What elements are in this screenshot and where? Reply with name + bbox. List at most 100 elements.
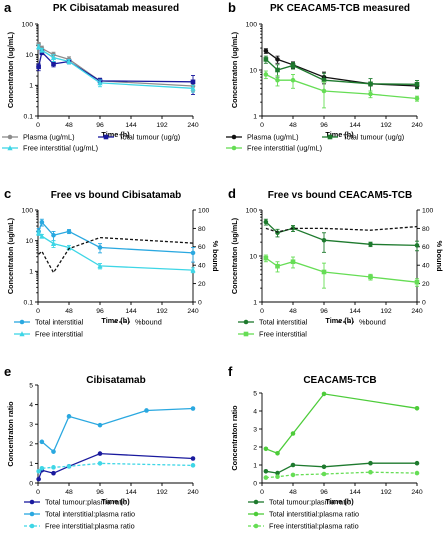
y2-tick-label: 20	[422, 281, 430, 288]
legend-marker	[231, 145, 237, 151]
series-line	[37, 452, 194, 480]
data-point	[321, 471, 327, 477]
legend-item: Free interstitial:plasma ratio	[248, 522, 359, 531]
legend-item: Total interstitial:plasma ratio	[24, 510, 135, 519]
data-point	[321, 77, 327, 83]
legend-label: Free interstitial	[35, 330, 83, 339]
data-point	[275, 67, 280, 73]
data-point	[66, 58, 72, 64]
legend-marker	[327, 134, 333, 140]
legend: Total interstitial Free interstitial %boun…	[238, 318, 386, 339]
data-point	[321, 237, 327, 243]
data-point	[414, 406, 420, 411]
legend-marker	[7, 145, 13, 151]
legend-marker	[19, 331, 25, 337]
x-tick-label: 144	[349, 489, 361, 496]
x-tick-label: 96	[96, 308, 104, 315]
data-point	[263, 469, 269, 474]
legend-label: Total tumour:plasma ratio	[269, 498, 351, 507]
y-tick-label: 10	[25, 238, 33, 245]
panel-c: c Free vs bound Cibisatamab 0 48 96 144 192 240…	[4, 186, 220, 339]
data-point	[36, 43, 42, 50]
series-3	[38, 236, 194, 274]
x-tick-label: 48	[289, 122, 297, 129]
legend-marker	[19, 319, 25, 325]
data-point	[51, 465, 56, 470]
y-tick-label: 0	[253, 480, 257, 487]
series-line	[265, 73, 418, 100]
y2-tick-label: 60	[198, 244, 206, 251]
x-tick-label: 192	[380, 308, 392, 315]
data-point	[368, 91, 373, 97]
x-tick-label: 0	[36, 489, 40, 496]
panel-d: d Free vs bound CEACAM5-TCB 0 48 96 144 192 240…	[228, 186, 443, 339]
legend-label: Free interstitial:plasma ratio	[45, 522, 135, 531]
data-point	[275, 451, 280, 456]
x-tick-label: 96	[96, 122, 104, 129]
y-axis-label: Concentraton ratio	[6, 401, 15, 467]
legend: Total tumour:plasma ratio Total interstit…	[24, 498, 135, 531]
y-tick-label: 2	[253, 444, 257, 451]
data-point	[51, 449, 56, 454]
y-tick-label: 10	[249, 253, 257, 260]
legend-marker	[29, 523, 35, 529]
x-axis-label: Time (h)	[101, 130, 130, 139]
panel-title: Free vs bound CEACAM5-TCB	[268, 190, 412, 201]
panel-label: d	[228, 186, 236, 201]
legend-item: Total interstitial	[238, 318, 308, 327]
data-point	[263, 72, 269, 77]
data-point	[39, 219, 45, 225]
data-point	[51, 232, 56, 238]
data-point	[36, 476, 41, 482]
data-point	[414, 460, 420, 466]
y-tick-label: 2	[29, 441, 33, 448]
y2-tick-label: 100	[422, 207, 434, 214]
y-tick-label: 1	[253, 462, 257, 469]
series-line	[265, 471, 418, 479]
legend-label: Total tumour:plasma ratio	[45, 498, 127, 507]
data-point	[275, 57, 280, 62]
data-point	[51, 470, 56, 476]
y-tick-label: 3	[29, 422, 33, 429]
legend-label: Free interstitial:plasma ratio	[269, 522, 359, 531]
series-3	[265, 225, 418, 233]
data-point	[144, 408, 149, 413]
legend-label: Total interstitial:plasma ratio	[269, 510, 359, 519]
panel-label: a	[4, 0, 12, 15]
x-tick-label: 192	[380, 122, 392, 129]
legend-label: Total tumour (ug/g)	[119, 133, 180, 142]
legend-item: Free interstitial:plasma ratio	[24, 522, 135, 531]
x-tick-label: 144	[125, 308, 137, 315]
data-point	[97, 263, 103, 269]
series-2	[263, 391, 420, 456]
data-point	[51, 61, 56, 67]
y-tick-label: 1	[29, 269, 33, 276]
data-point	[275, 77, 280, 83]
data-point	[190, 85, 196, 91]
series-line	[265, 393, 418, 455]
data-point	[321, 88, 327, 94]
y-tick-label: 100	[22, 21, 34, 28]
series-line	[41, 407, 194, 453]
panel-label: e	[4, 364, 11, 379]
y2-axis-label: % bound	[211, 241, 220, 272]
legend-item: Plasma (ug/mL)	[2, 133, 75, 142]
x-axis-label: Time (h)	[325, 497, 354, 506]
data-point	[321, 464, 327, 470]
x-tick-label: 240	[411, 122, 423, 129]
data-point	[275, 263, 280, 269]
y2-axis-label: % bound	[435, 241, 443, 272]
series-1	[36, 218, 196, 263]
data-point	[97, 245, 103, 250]
x-tick-label: 0	[36, 122, 40, 129]
legend-item: Total tumour:plasma ratio	[24, 498, 127, 507]
x-axis-label: Time (h)	[325, 130, 354, 139]
series-line	[38, 236, 194, 274]
y-tick-label: 1	[253, 113, 257, 120]
data-point	[414, 470, 420, 476]
y2-tick-label: 40	[422, 263, 430, 270]
legend-item: Total interstitial	[14, 318, 84, 327]
legend-item: %bound	[338, 318, 386, 327]
legend-marker	[231, 134, 237, 140]
data-point	[97, 422, 103, 428]
